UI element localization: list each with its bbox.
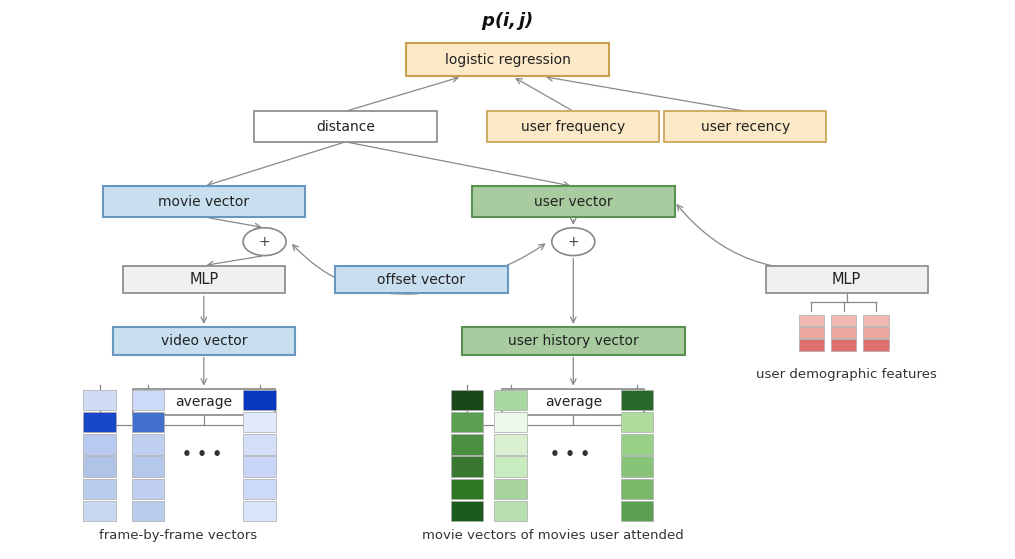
FancyBboxPatch shape — [494, 412, 527, 433]
FancyBboxPatch shape — [451, 479, 483, 499]
FancyBboxPatch shape — [494, 390, 527, 410]
FancyBboxPatch shape — [864, 327, 888, 338]
FancyBboxPatch shape — [621, 501, 654, 522]
FancyBboxPatch shape — [621, 479, 654, 499]
FancyBboxPatch shape — [462, 327, 685, 354]
FancyBboxPatch shape — [799, 327, 824, 338]
FancyBboxPatch shape — [132, 434, 164, 454]
FancyBboxPatch shape — [621, 390, 654, 410]
FancyBboxPatch shape — [83, 456, 116, 477]
FancyBboxPatch shape — [621, 434, 654, 454]
Text: average: average — [545, 395, 602, 409]
Text: user recency: user recency — [700, 120, 790, 134]
Text: movie vectors of movies user attended: movie vectors of movies user attended — [422, 529, 684, 542]
FancyBboxPatch shape — [83, 412, 116, 433]
FancyBboxPatch shape — [451, 434, 483, 454]
FancyBboxPatch shape — [132, 390, 164, 410]
FancyBboxPatch shape — [83, 390, 116, 410]
FancyBboxPatch shape — [244, 390, 276, 410]
FancyBboxPatch shape — [451, 412, 483, 433]
Text: logistic regression: logistic regression — [445, 53, 570, 67]
FancyBboxPatch shape — [451, 456, 483, 477]
FancyBboxPatch shape — [113, 327, 295, 354]
FancyBboxPatch shape — [487, 111, 660, 142]
FancyBboxPatch shape — [494, 501, 527, 522]
Ellipse shape — [243, 228, 286, 255]
Text: user vector: user vector — [534, 195, 613, 209]
Text: • • •: • • • — [182, 447, 222, 462]
FancyBboxPatch shape — [765, 266, 928, 293]
FancyBboxPatch shape — [494, 479, 527, 499]
FancyBboxPatch shape — [244, 434, 276, 454]
FancyBboxPatch shape — [831, 315, 857, 326]
FancyBboxPatch shape — [244, 501, 276, 522]
FancyBboxPatch shape — [621, 412, 654, 433]
Ellipse shape — [552, 228, 595, 255]
Text: MLP: MLP — [832, 272, 861, 287]
Text: frame-by-frame vectors: frame-by-frame vectors — [99, 529, 258, 542]
Text: $\bfit{p(i,j)}$: $\bfit{p(i,j)}$ — [481, 10, 534, 32]
FancyBboxPatch shape — [123, 266, 285, 293]
Text: user demographic features: user demographic features — [756, 368, 937, 381]
FancyBboxPatch shape — [494, 434, 527, 454]
Text: • • •: • • • — [550, 447, 591, 462]
FancyBboxPatch shape — [451, 390, 483, 410]
Text: +: + — [259, 235, 270, 249]
FancyBboxPatch shape — [472, 186, 675, 217]
FancyBboxPatch shape — [83, 434, 116, 454]
FancyBboxPatch shape — [132, 479, 164, 499]
FancyBboxPatch shape — [132, 456, 164, 477]
Text: movie vector: movie vector — [158, 195, 250, 209]
FancyBboxPatch shape — [799, 339, 824, 350]
FancyBboxPatch shape — [831, 327, 857, 338]
FancyBboxPatch shape — [451, 501, 483, 522]
Text: video vector: video vector — [160, 334, 247, 348]
Text: distance: distance — [316, 120, 375, 134]
FancyBboxPatch shape — [335, 266, 508, 293]
FancyBboxPatch shape — [406, 43, 609, 77]
FancyBboxPatch shape — [133, 389, 275, 415]
Text: +: + — [567, 235, 580, 249]
FancyBboxPatch shape — [494, 456, 527, 477]
Text: offset vector: offset vector — [378, 272, 466, 287]
FancyBboxPatch shape — [103, 186, 306, 217]
Text: MLP: MLP — [189, 272, 218, 287]
FancyBboxPatch shape — [831, 339, 857, 350]
Text: user frequency: user frequency — [521, 120, 625, 134]
FancyBboxPatch shape — [132, 412, 164, 433]
Text: user history vector: user history vector — [508, 334, 638, 348]
FancyBboxPatch shape — [244, 412, 276, 433]
FancyBboxPatch shape — [864, 315, 888, 326]
FancyBboxPatch shape — [621, 456, 654, 477]
FancyBboxPatch shape — [83, 479, 116, 499]
Text: average: average — [176, 395, 232, 409]
FancyBboxPatch shape — [132, 501, 164, 522]
FancyBboxPatch shape — [864, 339, 888, 350]
FancyBboxPatch shape — [244, 456, 276, 477]
FancyBboxPatch shape — [244, 479, 276, 499]
FancyBboxPatch shape — [665, 111, 826, 142]
FancyBboxPatch shape — [502, 389, 645, 415]
FancyBboxPatch shape — [83, 501, 116, 522]
FancyBboxPatch shape — [799, 315, 824, 326]
FancyBboxPatch shape — [255, 111, 436, 142]
